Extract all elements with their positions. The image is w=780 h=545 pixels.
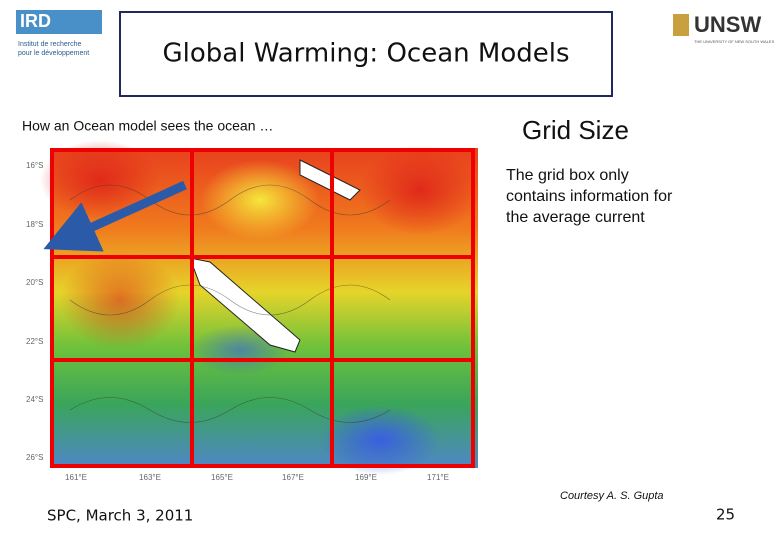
ird-subtitle: pour le développement (18, 50, 89, 57)
grid-size-text: contains information for (506, 188, 673, 205)
unsw-logo-text: UNSW (694, 12, 761, 37)
lat-label: 16°S (26, 161, 43, 170)
lat-label: 18°S (26, 220, 43, 229)
ird-logo (16, 10, 102, 34)
lon-label: 169°E (355, 473, 377, 482)
lat-label: 24°S (26, 395, 43, 404)
current-arrow (43, 180, 187, 252)
grid-size-text: the average current (506, 209, 645, 226)
map-blob (60, 250, 180, 350)
lon-label: 163°E (139, 473, 161, 482)
island (189, 257, 301, 353)
unsw-subtitle: THE UNIVERSITY OF NEW SOUTH WALES (694, 39, 775, 44)
grid-size-text: The grid box only (506, 167, 629, 184)
grid-size-heading: Grid Size (522, 115, 629, 145)
credit: Courtesy A. S. Gupta (560, 490, 664, 502)
ird-logo-text: IRD (20, 11, 51, 31)
lon-label: 165°E (211, 473, 233, 482)
lon-label: 167°E (282, 473, 304, 482)
slide-title: Global Warming: Ocean Models (162, 39, 569, 69)
map-axis-labels: 16°S 18°S 20°S 22°S 24°S 26°S 161°E 163°… (26, 161, 449, 482)
unsw-crest (673, 14, 689, 36)
ocean-map (40, 140, 480, 475)
map-blob (360, 145, 480, 235)
lat-label: 26°S (26, 453, 43, 462)
footer-date: SPC, March 3, 2011 (47, 507, 193, 525)
lat-label: 22°S (26, 337, 43, 346)
lon-label: 161°E (65, 473, 87, 482)
grid-boxes (50, 148, 475, 468)
lon-label: 171°E (427, 473, 449, 482)
ird-subtitle: Institut de recherche (18, 41, 82, 48)
title-box (119, 11, 613, 97)
page-number: 25 (716, 506, 735, 524)
map-blob (200, 160, 320, 240)
left-caption: How an Ocean model sees the ocean … (22, 118, 273, 134)
lat-label: 20°S (26, 278, 43, 287)
